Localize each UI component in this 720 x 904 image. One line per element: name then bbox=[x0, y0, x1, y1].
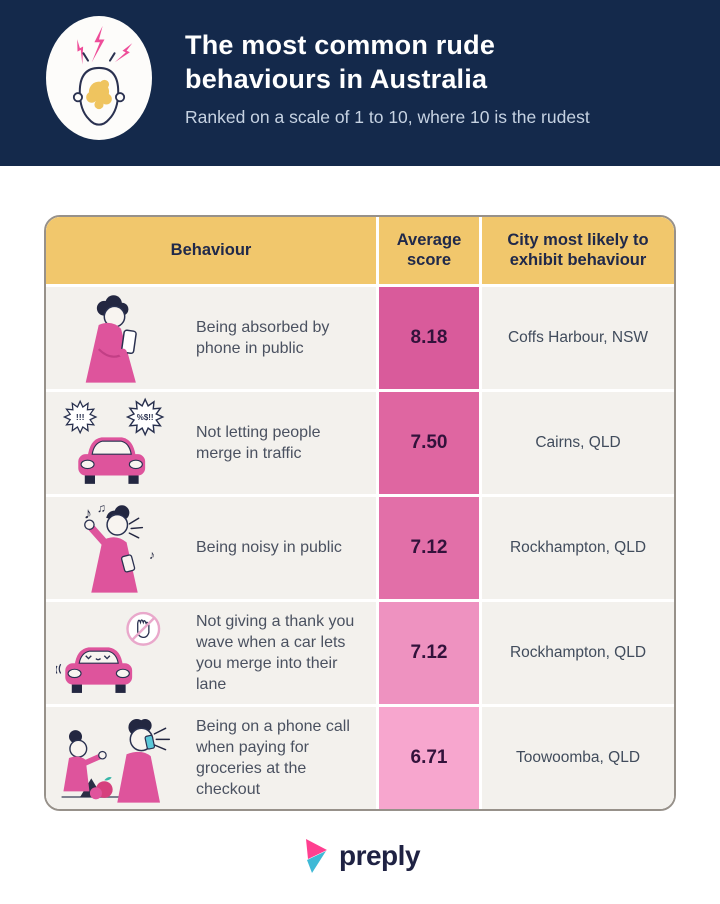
checkout-phone-call-illustration bbox=[46, 709, 196, 807]
angry-car-illustration: !!! %$!! bbox=[46, 394, 196, 492]
score-value: 7.50 bbox=[379, 392, 479, 494]
phone-absorbed-person-illustration bbox=[46, 289, 196, 387]
column-header-city: City most likely to exhibit behaviour bbox=[482, 217, 674, 284]
preply-logo-text: preply bbox=[338, 840, 421, 871]
table-row: Being on a phone call when paying for gr… bbox=[46, 707, 674, 809]
behaviour-label: Being absorbed by phone in public bbox=[196, 318, 330, 357]
page-title: The most common rude behaviours in Austr… bbox=[185, 30, 496, 95]
table-row: ♪ ♫ ♪ bbox=[46, 497, 674, 599]
city-value: Rockhampton, QLD bbox=[482, 497, 674, 599]
rude-behaviours-table: Behaviour Average score City most likely… bbox=[44, 215, 676, 811]
behaviour-label: Being noisy in public bbox=[196, 539, 342, 557]
score-value: 8.18 bbox=[379, 287, 479, 389]
header-icon-badge bbox=[46, 16, 152, 140]
city-value: Cairns, QLD bbox=[482, 392, 674, 494]
table-header-row: Behaviour Average score City most likely… bbox=[46, 217, 674, 284]
score-value: 7.12 bbox=[379, 497, 479, 599]
no-wave-car-illustration bbox=[46, 604, 196, 702]
noisy-person-illustration: ♪ ♫ ♪ bbox=[46, 499, 196, 597]
svg-text:♫: ♫ bbox=[97, 501, 106, 515]
city-value: Coffs Harbour, NSW bbox=[482, 287, 674, 389]
column-header-behaviour: Behaviour bbox=[46, 217, 376, 284]
table-row: Not giving a thank you wave when a car l… bbox=[46, 602, 674, 704]
behaviour-label: Not letting people merge in traffic bbox=[196, 423, 321, 462]
svg-text:♪: ♪ bbox=[149, 548, 155, 562]
city-value: Rockhampton, QLD bbox=[482, 602, 674, 704]
preply-logo-icon bbox=[305, 839, 327, 873]
behaviour-label: Not giving a thank you wave when a car l… bbox=[196, 612, 355, 694]
stressed-head-icon bbox=[72, 25, 133, 126]
header-banner: The most common rude behaviours in Austr… bbox=[0, 0, 720, 166]
behaviour-label: Being on a phone call when paying for gr… bbox=[196, 717, 350, 799]
score-value: 7.12 bbox=[379, 602, 479, 704]
page-subtitle: Ranked on a scale of 1 to 10, where 10 i… bbox=[185, 107, 590, 128]
svg-text:!!!: !!! bbox=[76, 412, 85, 422]
score-value: 6.71 bbox=[379, 707, 479, 809]
svg-text:%$!!: %$!! bbox=[137, 413, 154, 422]
table-row: !!! %$!! Not bbox=[46, 392, 674, 494]
column-header-average-score: Average score bbox=[379, 217, 479, 284]
svg-text:♪: ♪ bbox=[84, 505, 92, 522]
footer-brand: preply bbox=[0, 834, 720, 878]
table-row: Being absorbed by phone in public 8.18 C… bbox=[46, 287, 674, 389]
city-value: Toowoomba, QLD bbox=[482, 707, 674, 809]
